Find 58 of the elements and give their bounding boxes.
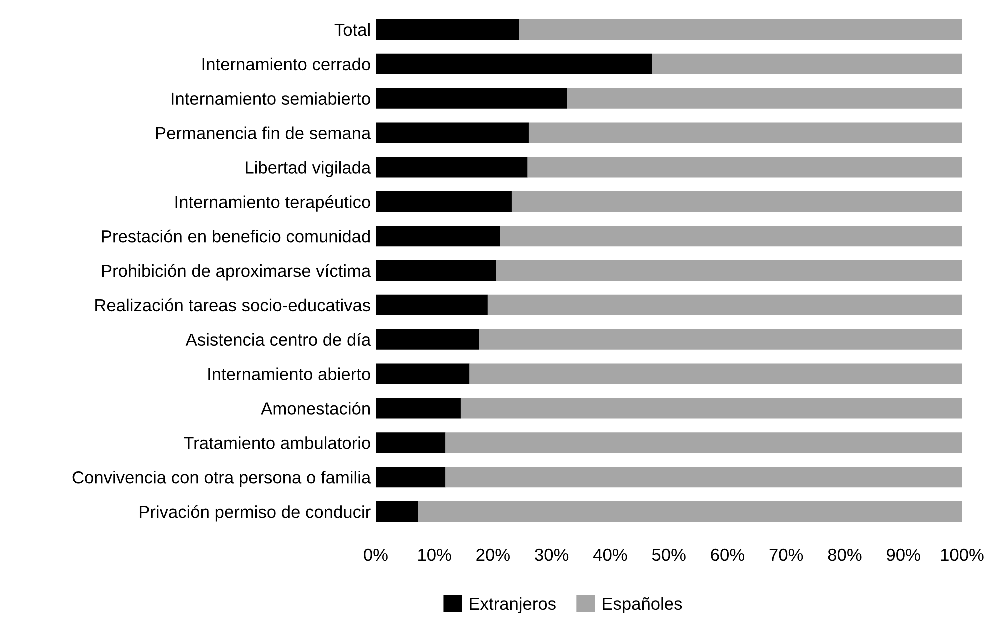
y-tick-label: Tratamiento ambulatorio — [184, 436, 370, 450]
x-tick-label: 100% — [941, 548, 984, 562]
bar — [376, 88, 568, 109]
y-tick-label: Privación permiso de conducir — [140, 505, 371, 522]
y-tick-label: Internamiento abierto — [208, 368, 370, 380]
x-tick-label: 20% — [476, 548, 510, 562]
y-tick-label: Libertad vigilada — [246, 161, 372, 178]
bar — [479, 329, 962, 350]
bar — [376, 398, 461, 419]
bar — [567, 88, 962, 109]
bar — [376, 466, 446, 488]
bar — [376, 226, 500, 247]
x-tick-label: 0% — [364, 548, 388, 562]
bar — [652, 54, 962, 74]
y-tick-label: Prohibición de aproximarse víctima — [102, 264, 372, 281]
bar — [460, 398, 962, 419]
bar — [446, 432, 962, 454]
bar — [500, 226, 962, 247]
legend-label: Españoles — [603, 597, 682, 614]
bar — [470, 364, 962, 384]
y-tick-label: Permanencia fin de semana — [156, 126, 372, 140]
bar — [376, 192, 512, 212]
bar — [512, 192, 962, 212]
legend-label: Extranjeros — [470, 597, 556, 614]
bar — [376, 157, 528, 178]
x-tick-label: 10% — [418, 548, 452, 562]
x-tick-label: 30% — [535, 548, 569, 562]
y-tick-label: Internamiento terapéutico — [176, 195, 370, 212]
bar — [528, 122, 962, 144]
y-tick-label: Amonestación — [261, 402, 370, 415]
x-tick-label: 40% — [594, 548, 628, 562]
x-tick-label: 80% — [828, 548, 862, 562]
y-tick-label: Asistencia centro de día — [186, 333, 372, 346]
bar — [528, 157, 962, 178]
x-tick-label: 60% — [711, 548, 744, 562]
y-tick-label: Convivencia con otra persona o familia — [72, 471, 372, 488]
bar — [446, 466, 962, 488]
x-tick-label: 90% — [887, 548, 920, 562]
y-tick-label: Internamiento cerrado — [202, 58, 370, 71]
y-tick-label: Internamiento semiabierto — [172, 92, 370, 106]
y-tick-label: Realización tareas socio-educativas — [96, 298, 370, 312]
bar — [376, 122, 529, 144]
bar — [376, 329, 480, 350]
y-tick-label: Prestación en beneficio comunidad — [102, 230, 370, 243]
bar — [496, 260, 962, 282]
y-tick-label: Total — [334, 23, 370, 36]
bar — [376, 19, 520, 40]
bar — [488, 294, 962, 316]
x-tick-label: 50% — [652, 548, 686, 562]
bar — [376, 501, 418, 522]
bar — [418, 501, 962, 522]
bar — [376, 294, 488, 316]
bar — [376, 364, 470, 384]
bar — [376, 432, 446, 454]
bar — [376, 54, 652, 74]
x-tick-label: 70% — [770, 548, 804, 562]
bar — [376, 260, 496, 282]
bar — [519, 19, 962, 40]
